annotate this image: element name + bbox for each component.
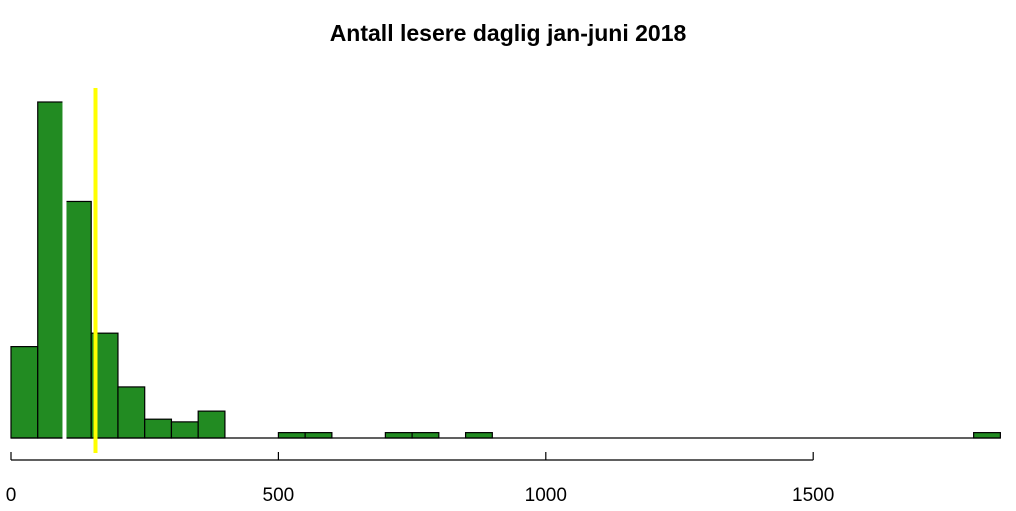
histogram-bar-750-800 — [411, 432, 440, 439]
histogram-bar-200-250 — [117, 386, 146, 439]
histogram-bar-550-600 — [304, 432, 333, 439]
histogram-bar-700-750 — [384, 432, 413, 439]
x-tick-label-1500: 1500 — [792, 485, 834, 506]
x-axis: 0 500 1000 1500 — [6, 452, 834, 506]
reference-lines — [62, 88, 98, 453]
x-tick-label-1000: 1000 — [525, 485, 567, 506]
x-tick-label-500: 500 — [263, 485, 295, 506]
chart-title: Antall lesere daglig jan-juni 2018 — [329, 20, 687, 46]
histogram-bar-250-300 — [144, 418, 173, 439]
histogram-bar-850-900 — [464, 432, 493, 439]
histogram-bar-350-400 — [197, 410, 226, 439]
histogram-bar-100-150 — [63, 200, 92, 439]
histogram-bars — [10, 101, 1001, 439]
histogram-bar-1800-1850 — [973, 432, 1001, 439]
x-tick-label-0: 0 — [6, 485, 17, 506]
histogram-bar-300-350 — [170, 421, 199, 439]
histogram-bar-500-550 — [277, 432, 306, 439]
histogram-bar-50-100 — [37, 101, 66, 439]
histogram-bar-0-50 — [10, 346, 39, 439]
